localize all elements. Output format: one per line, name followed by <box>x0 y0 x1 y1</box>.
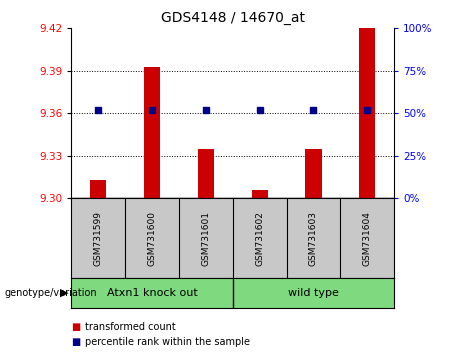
Text: ▶: ▶ <box>60 288 68 298</box>
Text: percentile rank within the sample: percentile rank within the sample <box>85 337 250 347</box>
Title: GDS4148 / 14670_at: GDS4148 / 14670_at <box>161 11 305 24</box>
Text: transformed count: transformed count <box>85 322 176 332</box>
Text: ■: ■ <box>71 322 81 332</box>
Text: GSM731602: GSM731602 <box>255 211 264 266</box>
Bar <box>359 28 375 198</box>
Text: GSM731604: GSM731604 <box>363 211 372 266</box>
Bar <box>144 67 160 198</box>
Bar <box>252 190 268 198</box>
Bar <box>198 149 214 198</box>
Bar <box>305 149 321 198</box>
Bar <box>90 180 106 198</box>
Text: GSM731603: GSM731603 <box>309 211 318 266</box>
Text: GSM731599: GSM731599 <box>94 211 103 266</box>
Text: Atxn1 knock out: Atxn1 knock out <box>107 288 197 298</box>
Text: wild type: wild type <box>288 288 339 298</box>
Text: GSM731600: GSM731600 <box>148 211 157 266</box>
Text: GSM731601: GSM731601 <box>201 211 210 266</box>
Text: genotype/variation: genotype/variation <box>5 288 97 298</box>
Text: ■: ■ <box>71 337 81 347</box>
